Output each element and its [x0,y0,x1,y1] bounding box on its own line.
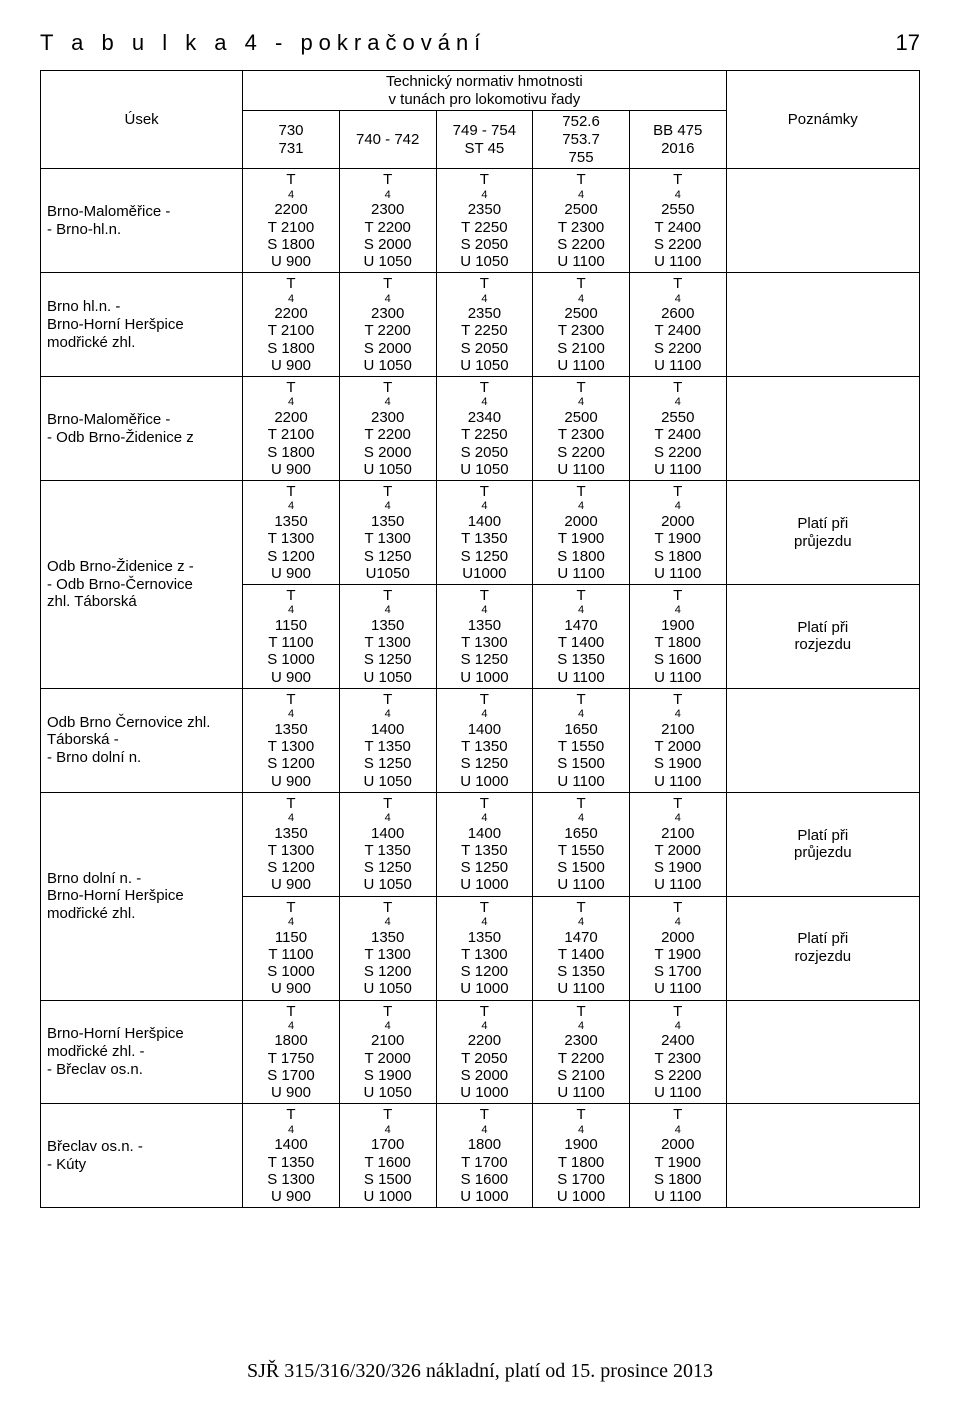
table-row: Břeclav os.n. -- KútyT4 1400T 1350S 1300… [41,1104,920,1208]
section-label: Brno hl.n. -Brno-Horní Heršpicemodřické … [41,273,243,377]
section-label: Odb Brno-Židenice z -- Odb Brno-Černovic… [41,481,243,689]
note-cell: Platí přirozjezdu [726,896,919,1000]
section-label: Břeclav os.n. -- Kúty [41,1104,243,1208]
page-number: 17 [896,30,920,56]
section-label: Brno-Horní Heršpicemodřické zhl. -- Břec… [41,1000,243,1104]
value-cell: T4 2000T 1900S 1800U 1100 [533,481,630,585]
value-cell: T4 2550T 2400S 2200U 1100 [629,169,726,273]
value-cell: T4 2350T 2250S 2050U 1050 [436,169,533,273]
value-cell: T4 2300T 2200S 2100U 1100 [533,1000,630,1104]
value-cell: T4 2100T 2000S 1900U 1050 [339,1000,436,1104]
value-cell: T4 1150T 1100S 1000U 900 [243,896,340,1000]
value-cell: T4 1470T 1400S 1350U 1100 [533,585,630,689]
value-cell: T4 1350T 1300S 1250U 1000 [436,585,533,689]
value-cell: T4 2600T 2400S 2200U 1100 [629,273,726,377]
section-label: Brno dolní n. -Brno-Horní Heršpicemodřic… [41,792,243,1000]
col-subheader: 749 - 754ST 45 [436,111,533,169]
data-table: ÚsekTechnický normativ hmotnostiv tunách… [40,70,920,1208]
table-row: Brno-Maloměřice -- Odb Brno-Židenice zT4… [41,377,920,481]
value-cell: T4 1900T 1800S 1700U 1000 [533,1104,630,1208]
col-subheader: 752.6753.7755 [533,111,630,169]
value-cell: T4 1800T 1750S 1700U 900 [243,1000,340,1104]
value-cell: T4 2340T 2250S 2050U 1050 [436,377,533,481]
value-cell: T4 2200T 2100S 1800U 900 [243,169,340,273]
value-cell: T4 1400T 1350S 1250U 1000 [436,792,533,896]
value-cell: T4 1350T 1300S 1200U 900 [243,481,340,585]
page-title: T a b u l k a 4 - pokračování [40,30,486,55]
value-cell: T4 1700T 1600S 1500U 1000 [339,1104,436,1208]
col-subheader: 730731 [243,111,340,169]
value-cell: T4 2500T 2300S 2200U 1100 [533,169,630,273]
section-label: Brno-Maloměřice -- Odb Brno-Židenice z [41,377,243,481]
value-cell: T4 2300T 2200S 2000U 1050 [339,273,436,377]
note-cell [726,273,919,377]
table-row: Odb Brno Černovice zhl.Táborská -- Brno … [41,688,920,792]
table-row: Brno-Horní Heršpicemodřické zhl. -- Břec… [41,1000,920,1104]
page-footer: SJŘ 315/316/320/326 nákladní, platí od 1… [40,1360,920,1383]
note-cell: Platí přirozjezdu [726,585,919,689]
value-cell: T4 1650T 1550S 1500U 1100 [533,792,630,896]
value-cell: T4 1400T 1350S 1250U 1000 [436,688,533,792]
value-cell: T4 2100T 2000S 1900U 1100 [629,688,726,792]
value-cell: T4 1900T 1800S 1600U 1100 [629,585,726,689]
value-cell: T4 2100T 2000S 1900U 1100 [629,792,726,896]
value-cell: T4 1400T 1350S 1250U1000 [436,481,533,585]
table-row: Odb Brno-Židenice z -- Odb Brno-Černovic… [41,481,920,585]
value-cell: T4 1150T 1100S 1000U 900 [243,585,340,689]
value-cell: T4 1350T 1300S 1250U 1050 [339,585,436,689]
note-cell [726,377,919,481]
note-cell [726,1104,919,1208]
value-cell: T4 1350T 1300S 1200U 1050 [339,896,436,1000]
note-cell [726,688,919,792]
col-header-usek: Úsek [41,71,243,169]
value-cell: T4 2550T 2400S 2200U 1100 [629,377,726,481]
col-subheader: BB 4752016 [629,111,726,169]
value-cell: T4 2200T 2100S 1800U 900 [243,273,340,377]
value-cell: T4 2500T 2300S 2100U 1100 [533,273,630,377]
value-cell: T4 2400T 2300S 2200U 1100 [629,1000,726,1104]
value-cell: T4 2000T 1900S 1800U 1100 [629,1104,726,1208]
note-cell [726,1000,919,1104]
col-header-pozn: Poznámky [726,71,919,169]
value-cell: T4 1350T 1300S 1200U 1000 [436,896,533,1000]
value-cell: T4 2300T 2200S 2000U 1050 [339,377,436,481]
value-cell: T4 1800T 1700S 1600U 1000 [436,1104,533,1208]
value-cell: T4 2000T 1900S 1800U 1100 [629,481,726,585]
value-cell: T4 1650T 1550S 1500U 1100 [533,688,630,792]
value-cell: T4 2300T 2200S 2000U 1050 [339,169,436,273]
value-cell: T4 1400T 1350S 1250U 1050 [339,688,436,792]
value-cell: T4 1470T 1400S 1350U 1100 [533,896,630,1000]
note-cell: Platí připrůjezdu [726,481,919,585]
note-cell: Platí připrůjezdu [726,792,919,896]
value-cell: T4 1350T 1300S 1200U 900 [243,792,340,896]
value-cell: T4 2500T 2300S 2200U 1100 [533,377,630,481]
value-cell: T4 2350T 2250S 2050U 1050 [436,273,533,377]
value-cell: T4 2200T 2100S 1800U 900 [243,377,340,481]
value-cell: T4 1400T 1350S 1250U 1050 [339,792,436,896]
value-cell: T4 1350T 1300S 1200U 900 [243,688,340,792]
col-header-norm: Technický normativ hmotnostiv tunách pro… [243,71,726,111]
value-cell: T4 2000T 1900S 1700U 1100 [629,896,726,1000]
section-label: Odb Brno Černovice zhl.Táborská -- Brno … [41,688,243,792]
value-cell: T4 1350T 1300S 1250U1050 [339,481,436,585]
table-row: Brno hl.n. -Brno-Horní Heršpicemodřické … [41,273,920,377]
table-row: Brno-Maloměřice -- Brno-hl.n.T4 2200T 21… [41,169,920,273]
col-subheader: 740 - 742 [339,111,436,169]
note-cell [726,169,919,273]
section-label: Brno-Maloměřice -- Brno-hl.n. [41,169,243,273]
value-cell: T4 1400T 1350S 1300U 900 [243,1104,340,1208]
table-row: Brno dolní n. -Brno-Horní Heršpicemodřic… [41,792,920,896]
value-cell: T4 2200T 2050S 2000U 1000 [436,1000,533,1104]
